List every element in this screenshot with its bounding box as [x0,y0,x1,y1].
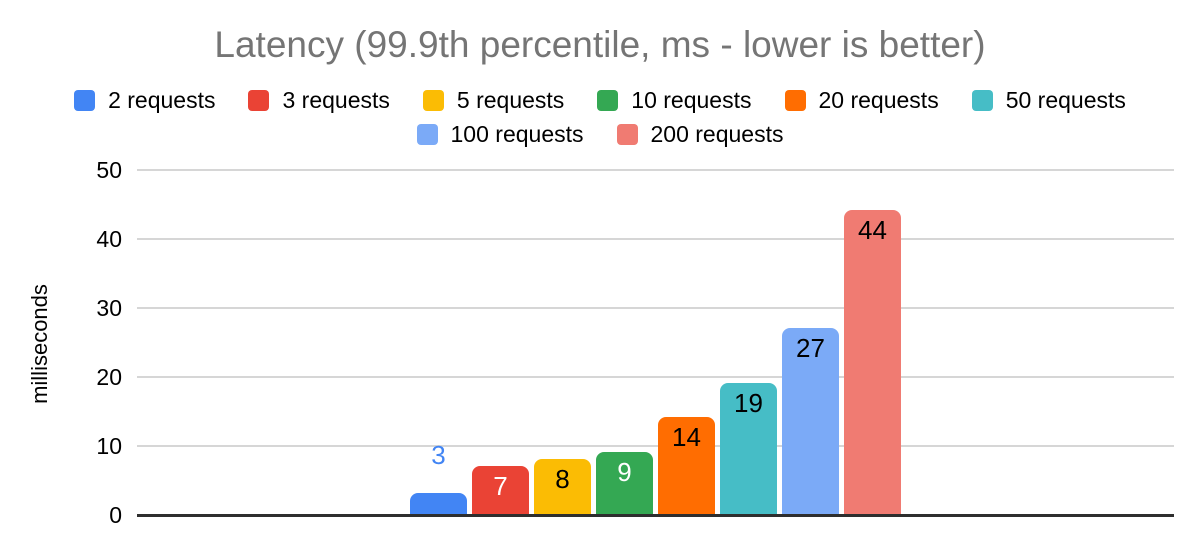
legend-swatch-10-requests [597,90,619,111]
bar-5-requests[interactable] [534,459,591,514]
legend-swatch-200-requests [616,124,638,145]
legend-item-5-requests[interactable]: 5 requests [422,87,565,114]
bar-10-requests[interactable] [596,452,653,514]
gridline-20 [137,376,1174,378]
legend-swatch-3-requests [248,90,270,111]
x-axis-line [137,514,1174,517]
legend-swatch-50-requests [971,90,993,111]
bar-value-label-50-requests: 19 [734,388,763,418]
gridline-10 [137,445,1174,447]
y-tick-label-10: 10 [96,433,122,459]
y-axis-title: milliseconds [27,284,52,404]
bar-value-label-20-requests: 14 [672,422,701,452]
bar-200-requests[interactable] [844,210,901,514]
bar-value-label-10-requests: 9 [617,457,632,487]
legend-item-20-requests[interactable]: 20 requests [784,87,939,114]
legend-row-2: 100 requests 200 requests [0,121,1200,148]
legend-label: 20 requests [818,87,939,113]
legend-label: 50 requests [1005,87,1126,113]
legend-label: 3 requests [282,87,390,113]
y-tick-label-20: 20 [96,364,122,390]
y-tick-label-30: 30 [96,295,122,321]
legend-item-100-requests[interactable]: 100 requests [416,121,584,148]
bar-value-label-100-requests: 27 [796,333,825,363]
gridline-30 [137,307,1174,309]
legend-row-1: 2 requests 3 requests 5 requests 10 request… [0,87,1200,114]
legend-label: 200 requests [650,121,784,147]
y-tick-label-40: 40 [96,226,122,252]
legend-swatch-20-requests [784,90,806,111]
legend-swatch-5-requests [422,90,444,111]
legend-swatch-100-requests [416,124,438,145]
y-tick-label-50: 50 [96,157,122,183]
legend-item-2-requests[interactable]: 2 requests [74,87,215,114]
legend-item-10-requests[interactable]: 10 requests [597,87,752,114]
legend-label: 10 requests [631,87,752,113]
chart-title: Latency (99.9th percentile, ms - lower i… [214,24,986,65]
bar-2-requests[interactable] [410,493,467,514]
y-tick-label-0: 0 [109,502,122,528]
legend-label: 2 requests [108,87,216,113]
bar-value-label-2-requests: 3 [431,440,446,470]
legend-label: 100 requests [450,121,584,147]
bar-value-label-5-requests: 8 [555,464,570,494]
legend-item-50-requests[interactable]: 50 requests [971,87,1126,114]
gridline-40 [137,238,1174,240]
legend-swatch-2-requests [74,90,96,111]
bar-3-requests[interactable] [472,466,529,514]
legend-item-200-requests[interactable]: 200 requests [616,121,784,148]
gridline-50 [137,169,1174,171]
legend-item-3-requests[interactable]: 3 requests [248,87,390,114]
legend-label: 5 requests [456,87,565,113]
bar-50-requests[interactable] [720,383,777,514]
bar-100-requests[interactable] [782,328,839,514]
bar-value-label-200-requests: 44 [858,215,887,245]
bar-value-label-3-requests: 7 [493,471,508,501]
bar-20-requests[interactable] [658,417,715,514]
